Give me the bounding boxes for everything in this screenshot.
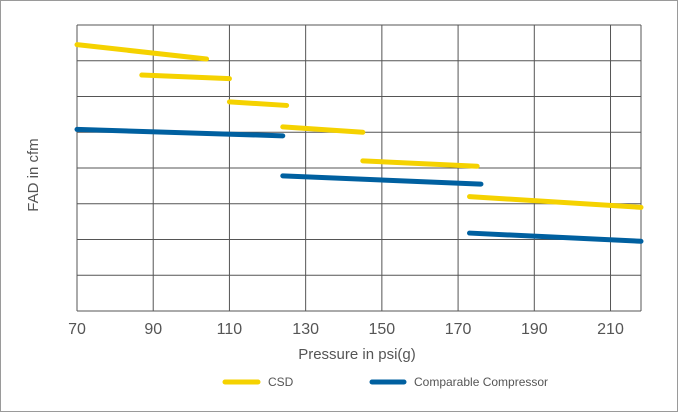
legend-item: Comparable Compressor xyxy=(369,375,548,389)
legend-label: CSD xyxy=(268,375,294,389)
legend: CSD Comparable Compressor xyxy=(222,375,548,389)
y-axis-label: FAD in cfm xyxy=(25,138,42,211)
x-tick-label: 150 xyxy=(369,321,396,338)
series-segment xyxy=(139,72,232,82)
series-csd xyxy=(74,42,644,210)
series-comparable-compressor xyxy=(74,126,644,244)
x-tick-labels: 70 90 110 130 150 170 190 210 xyxy=(68,321,624,338)
series-layer xyxy=(74,42,644,244)
legend-item: CSD xyxy=(222,375,294,389)
x-tick-label: 130 xyxy=(292,321,319,338)
series-segment xyxy=(74,42,210,62)
series-segment xyxy=(467,194,644,210)
legend-label: Comparable Compressor xyxy=(414,375,548,389)
x-axis-label: Pressure in psi(g) xyxy=(298,346,416,363)
grid xyxy=(77,25,641,311)
series-segment xyxy=(360,158,480,169)
x-tick-label: 70 xyxy=(68,321,86,338)
series-segment xyxy=(467,230,644,244)
series-segment xyxy=(280,124,366,135)
x-tick-label: 110 xyxy=(217,321,243,338)
series-segment xyxy=(226,99,290,108)
x-tick-label: 210 xyxy=(597,321,624,338)
x-tick-label: 90 xyxy=(144,321,162,338)
x-tick-label: 170 xyxy=(445,321,472,338)
plot-border xyxy=(76,24,642,312)
x-tick-label: 190 xyxy=(521,321,548,338)
series-segment xyxy=(280,173,484,187)
series-segment xyxy=(74,126,286,139)
